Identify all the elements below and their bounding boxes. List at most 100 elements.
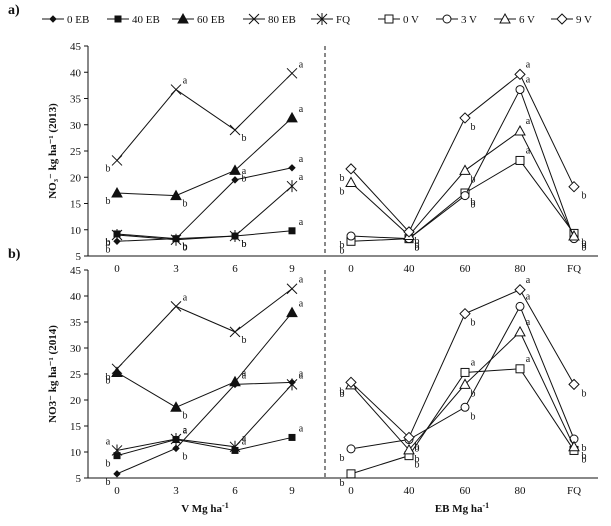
x-tick-label: 6	[232, 485, 238, 497]
legend: 0 EB 40 EB 60 EB 80 EB FQ 0 V 3 V 6 V 9 V	[42, 12, 592, 26]
series-line	[350, 73, 575, 233]
significance-label: a	[183, 426, 188, 437]
legend-marker	[248, 13, 260, 25]
x-axis-label-right-sup: -1	[483, 501, 490, 510]
legend-marker	[316, 13, 328, 25]
data-point	[515, 301, 525, 311]
significance-label: b	[183, 243, 188, 254]
data-point	[229, 124, 241, 136]
panel-label: b)	[8, 247, 21, 262]
significance-label: b	[106, 237, 111, 248]
data-point-shape	[403, 226, 415, 238]
data-point	[514, 68, 526, 81]
data-point-shape	[172, 444, 180, 453]
significance-label: b	[340, 389, 345, 400]
data-point-shape	[229, 440, 241, 453]
significance-label: a	[299, 275, 304, 286]
y-tick-label: 5	[76, 473, 82, 485]
x-axis-label-left: V Mg ha-1	[181, 501, 228, 516]
data-point	[229, 326, 241, 338]
data-point-shape	[346, 469, 356, 479]
data-point	[229, 164, 241, 175]
data-point-shape	[514, 125, 526, 136]
y-tick-label: 10	[70, 225, 82, 237]
data-point-shape	[345, 376, 357, 389]
y-tick-label: 40	[70, 67, 82, 79]
data-point-shape	[568, 230, 580, 241]
data-point-shape	[459, 164, 471, 175]
data-point-shape	[460, 402, 470, 412]
y-tick-label: 45	[70, 41, 82, 53]
significance-label: a	[299, 423, 304, 434]
data-point	[288, 433, 296, 441]
y-tick-label: 20	[70, 172, 82, 184]
significance-label: a	[242, 370, 247, 381]
significance-label: b	[471, 200, 476, 211]
data-point-shape	[170, 433, 182, 445]
series-line	[116, 185, 293, 241]
legend-marker-shape	[556, 13, 568, 25]
data-point	[568, 230, 580, 241]
data-point	[346, 469, 356, 479]
data-point	[460, 402, 470, 412]
significance-label: b	[183, 451, 188, 462]
significance-label: a	[526, 317, 531, 328]
data-point	[170, 433, 182, 445]
data-point	[170, 233, 182, 246]
legend-label: 9 V	[576, 14, 592, 26]
significance-label: a	[242, 368, 247, 379]
significance-label: a	[526, 116, 531, 127]
significance-label: a	[299, 299, 304, 310]
data-point-shape	[286, 67, 298, 79]
data-point-shape	[568, 180, 580, 193]
data-point-shape	[113, 470, 121, 478]
legend-marker-shape	[248, 13, 260, 25]
data-point	[113, 470, 121, 478]
legend-label: 60 EB	[197, 14, 225, 26]
series-80-eb: b a b a	[106, 275, 304, 383]
data-point-shape	[346, 444, 356, 454]
data-point-shape	[111, 229, 123, 241]
data-point	[229, 440, 241, 453]
series-0-v: bba ab	[340, 354, 587, 489]
significance-label: a	[526, 275, 531, 286]
x-tick-label: 60	[460, 485, 472, 497]
data-point-shape	[286, 283, 298, 295]
data-point	[345, 376, 357, 389]
significance-label: b	[106, 163, 111, 174]
data-point	[288, 164, 296, 172]
legend-marker	[442, 14, 452, 24]
data-point-shape	[229, 164, 241, 175]
data-point	[345, 176, 357, 187]
data-point-shape	[231, 176, 239, 184]
data-point	[231, 176, 239, 184]
significance-label: b	[415, 243, 420, 254]
y-tick-label: 35	[70, 317, 82, 329]
significance-label: b	[471, 388, 476, 399]
data-point-shape	[514, 68, 526, 81]
significance-label: a	[242, 433, 247, 444]
data-point	[515, 364, 525, 374]
data-point-shape	[229, 124, 241, 136]
x-tick-label: 0	[114, 485, 120, 497]
x-tick-label: 0	[114, 263, 120, 275]
data-point	[514, 325, 526, 337]
data-point	[460, 191, 470, 201]
significance-label: a	[299, 59, 304, 70]
legend-label: 40 EB	[132, 14, 160, 26]
data-point	[403, 443, 415, 455]
significance-label: a	[106, 436, 111, 447]
data-point	[286, 111, 298, 123]
significance-label: a	[299, 368, 304, 379]
significance-label: a	[526, 75, 531, 86]
x-tick-label: 0	[348, 263, 354, 275]
legend-label: 0 V	[403, 14, 419, 26]
series-line	[116, 230, 293, 240]
significance-label: b	[183, 410, 188, 421]
y-tick-label: 45	[70, 265, 82, 277]
data-point	[514, 284, 526, 296]
